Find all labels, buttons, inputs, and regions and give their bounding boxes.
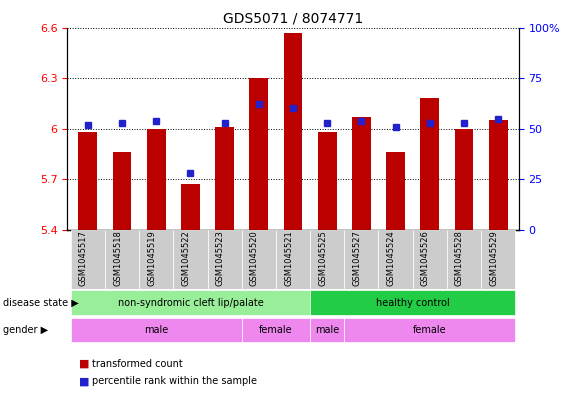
Text: GSM1045521: GSM1045521 (284, 230, 293, 286)
Text: GSM1045518: GSM1045518 (113, 230, 122, 286)
Bar (489, 120, 507, 230)
Bar (447, 230, 481, 289)
Bar (181, 184, 200, 230)
Text: GSM1045519: GSM1045519 (147, 230, 156, 286)
Text: disease state ▶: disease state ▶ (3, 298, 79, 308)
Bar (242, 318, 310, 342)
Text: transformed count: transformed count (92, 358, 183, 369)
Text: GSM1045529: GSM1045529 (489, 230, 498, 286)
Bar (413, 230, 447, 289)
Text: gender ▶: gender ▶ (3, 325, 48, 335)
Bar (386, 152, 405, 230)
Text: male: male (144, 325, 168, 335)
Bar (173, 230, 207, 289)
Text: GSM1045528: GSM1045528 (455, 230, 464, 286)
Text: GSM1045526: GSM1045526 (421, 230, 430, 286)
Bar (455, 129, 473, 230)
Text: GSM1045525: GSM1045525 (318, 230, 327, 286)
Bar (207, 230, 242, 289)
Bar (345, 318, 515, 342)
Bar (284, 33, 302, 230)
Bar (242, 230, 276, 289)
Bar (310, 290, 515, 315)
Bar (345, 230, 379, 289)
Bar (250, 78, 268, 230)
Text: GSM1045523: GSM1045523 (216, 230, 224, 286)
Text: GSM1045524: GSM1045524 (387, 230, 396, 286)
Bar (139, 230, 173, 289)
Text: male: male (315, 325, 339, 335)
Bar (215, 127, 234, 230)
Bar (71, 318, 242, 342)
Text: GSM1045527: GSM1045527 (352, 230, 362, 286)
Text: female: female (259, 325, 293, 335)
Bar (481, 230, 515, 289)
Bar (105, 230, 139, 289)
Bar (147, 129, 166, 230)
Bar (310, 318, 345, 342)
Bar (379, 230, 413, 289)
Bar (79, 132, 97, 230)
Text: healthy control: healthy control (376, 298, 449, 308)
Text: GDS5071 / 8074771: GDS5071 / 8074771 (223, 12, 363, 26)
Text: ■: ■ (79, 358, 90, 369)
Bar (276, 230, 310, 289)
Text: female: female (413, 325, 447, 335)
Bar (352, 117, 371, 230)
Bar (318, 132, 336, 230)
Text: GSM1045522: GSM1045522 (182, 230, 190, 286)
Text: non-syndromic cleft lip/palate: non-syndromic cleft lip/palate (118, 298, 263, 308)
Bar (71, 290, 310, 315)
Text: ■: ■ (79, 376, 90, 386)
Bar (71, 230, 105, 289)
Bar (310, 230, 345, 289)
Bar (113, 152, 131, 230)
Text: GSM1045517: GSM1045517 (79, 230, 88, 286)
Text: percentile rank within the sample: percentile rank within the sample (92, 376, 257, 386)
Bar (420, 98, 439, 230)
Text: GSM1045520: GSM1045520 (250, 230, 259, 286)
